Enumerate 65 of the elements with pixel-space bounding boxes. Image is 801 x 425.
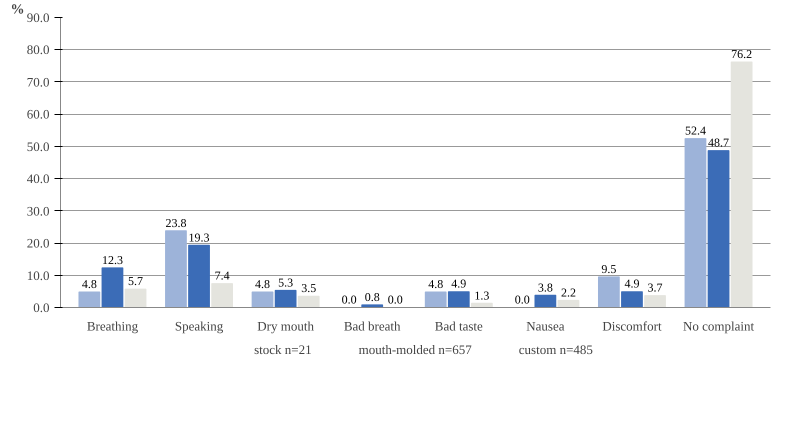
bar (211, 283, 234, 308)
y-tick-label: 50.0 (26, 138, 50, 154)
data-label: 3.7 (648, 280, 663, 295)
bar (621, 291, 643, 308)
data-label: 23.8 (165, 216, 186, 230)
data-label: 5.7 (128, 274, 144, 288)
data-label: 4.9 (624, 276, 640, 291)
y-tick-label: 70.0 (26, 74, 50, 90)
data-label: 76.2 (731, 46, 752, 61)
data-label: 0.0 (388, 292, 403, 306)
y-tick-label: 80.0 (26, 42, 50, 58)
y-tick-label: 20.0 (26, 236, 50, 251)
data-label: 12.3 (102, 252, 123, 267)
data-label: 1.3 (474, 288, 490, 302)
data-label: 0.0 (342, 292, 357, 306)
y-tick-label: 90.0 (26, 10, 50, 25)
bar (598, 276, 620, 308)
x-tick-label: Nausea (526, 318, 565, 334)
bar (124, 288, 146, 308)
data-label: 0.8 (364, 290, 380, 304)
x-tick-label: Breathing (86, 318, 139, 334)
y-tick-label: 40.0 (26, 171, 50, 186)
bar (424, 292, 447, 308)
data-label: 2.2 (560, 285, 576, 300)
y-tick-label: 0.0 (33, 300, 50, 315)
text: stock n=21 (254, 342, 312, 358)
text: custom n=485 (518, 342, 593, 358)
y-tick-label: 10.0 (26, 268, 50, 283)
bar (708, 150, 730, 308)
y-axis-title: % (10, 2, 24, 18)
x-tick-label: Discomfort (602, 318, 662, 334)
data-label: 0.0 (514, 292, 530, 306)
data-label: 4.9 (451, 276, 466, 291)
bar (298, 296, 320, 308)
x-tick-label: Speaking (174, 318, 224, 334)
data-label: 4.8 (255, 277, 270, 292)
data-label: 7.4 (214, 268, 230, 283)
data-label: 48.7 (708, 136, 730, 150)
data-label: 3.8 (538, 280, 553, 294)
y-tick-label: 60.0 (26, 106, 50, 122)
x-tick-label: No complaint (682, 318, 754, 334)
bar (448, 291, 470, 308)
bar (534, 294, 556, 308)
text: mouth-molded n=657 (358, 342, 472, 358)
data-label: 9.5 (601, 262, 616, 276)
data-label: 3.5 (301, 281, 316, 296)
data-label: 4.8 (428, 277, 444, 292)
bar (644, 295, 666, 308)
bar (252, 292, 274, 308)
data-label: 52.4 (684, 124, 706, 138)
bar (558, 300, 580, 308)
data-label: 5.3 (278, 275, 294, 290)
data-label: 19.3 (188, 230, 210, 244)
bar (165, 230, 187, 308)
bar (684, 138, 706, 308)
data-label: 4.8 (82, 277, 97, 292)
bar (102, 267, 124, 308)
bar (78, 292, 100, 308)
bar (274, 290, 297, 308)
x-tick-label: Bad taste (434, 318, 484, 334)
bar (730, 61, 753, 308)
x-tick-label: Bad breath (344, 318, 402, 334)
y-tick-label: 30.0 (26, 203, 50, 218)
bar (188, 244, 210, 308)
x-tick-label: Dry mouth (257, 318, 314, 334)
